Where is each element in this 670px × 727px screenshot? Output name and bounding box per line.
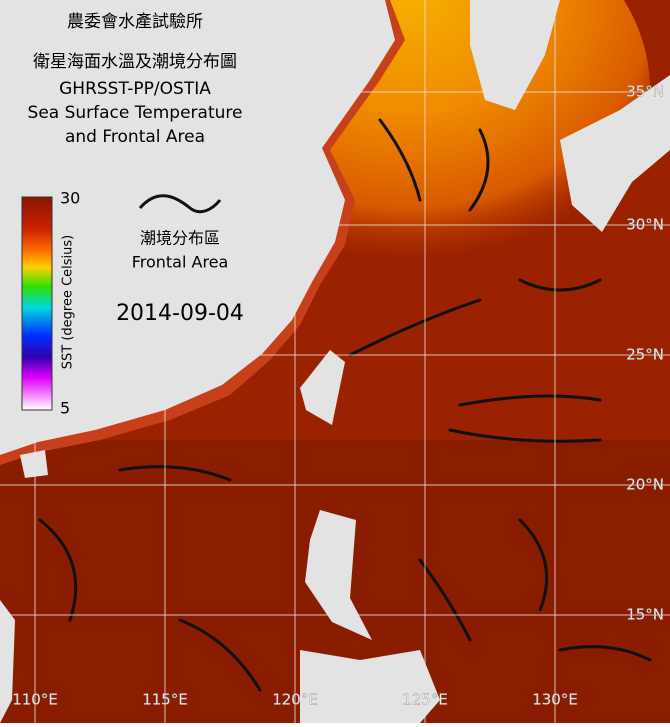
lat-label: 30°N bbox=[626, 216, 664, 234]
front-line bbox=[118, 465, 232, 482]
lat-label: 25°N bbox=[626, 346, 664, 364]
front-legend-symbol bbox=[138, 194, 222, 214]
title-line: 農委會水產試驗所 bbox=[67, 12, 203, 32]
front-line bbox=[458, 394, 602, 407]
title-block: 農委會水產試驗所 衛星海面水溫及潮境分布圖 GHRSST-PP/OSTIA Se… bbox=[28, 12, 243, 147]
front-line bbox=[518, 518, 549, 612]
title-line: GHRSST-PP/OSTIA bbox=[59, 79, 211, 99]
colorbar-max: 30 bbox=[60, 189, 80, 208]
date: 2014-09-04 bbox=[116, 301, 244, 326]
front-line bbox=[558, 645, 652, 662]
mainland bbox=[0, 0, 395, 455]
lon-label: 110°E bbox=[12, 691, 58, 709]
taiwan bbox=[300, 350, 345, 425]
colorbar bbox=[21, 196, 53, 411]
front-label-en: Frontal Area bbox=[132, 253, 229, 272]
vietnam bbox=[0, 600, 15, 723]
colorbar-min: 5 bbox=[60, 399, 70, 418]
title-line: 衛星海面水溫及潮境分布圖 bbox=[33, 52, 237, 72]
hainan bbox=[20, 450, 48, 478]
front-line bbox=[38, 518, 78, 622]
front-line bbox=[378, 118, 422, 202]
front-line bbox=[178, 618, 262, 692]
lat-label: 15°N bbox=[626, 606, 664, 624]
philippines bbox=[300, 650, 440, 723]
japan bbox=[560, 75, 670, 232]
front-line bbox=[448, 428, 602, 443]
fronts bbox=[38, 118, 652, 692]
front-line bbox=[348, 298, 482, 357]
lon-label: 115°E bbox=[142, 691, 188, 709]
luzon bbox=[305, 510, 372, 640]
lon-label: 125°E bbox=[402, 691, 448, 709]
lat-label: 20°N bbox=[626, 476, 664, 494]
korea bbox=[470, 0, 560, 110]
front-label-zh: 潮境分布區 bbox=[140, 229, 220, 248]
lon-label: 120°E bbox=[272, 691, 318, 709]
front-line bbox=[468, 128, 490, 212]
front-line bbox=[418, 558, 472, 642]
title-line: and Frontal Area bbox=[65, 127, 205, 147]
lon-label: 130°E bbox=[532, 691, 578, 709]
front-line bbox=[518, 278, 602, 292]
title-line: Sea Surface Temperature bbox=[28, 103, 243, 123]
lat-label: 35°N bbox=[626, 83, 664, 101]
colorbar-label: SST (degree Celsius) bbox=[61, 235, 76, 370]
